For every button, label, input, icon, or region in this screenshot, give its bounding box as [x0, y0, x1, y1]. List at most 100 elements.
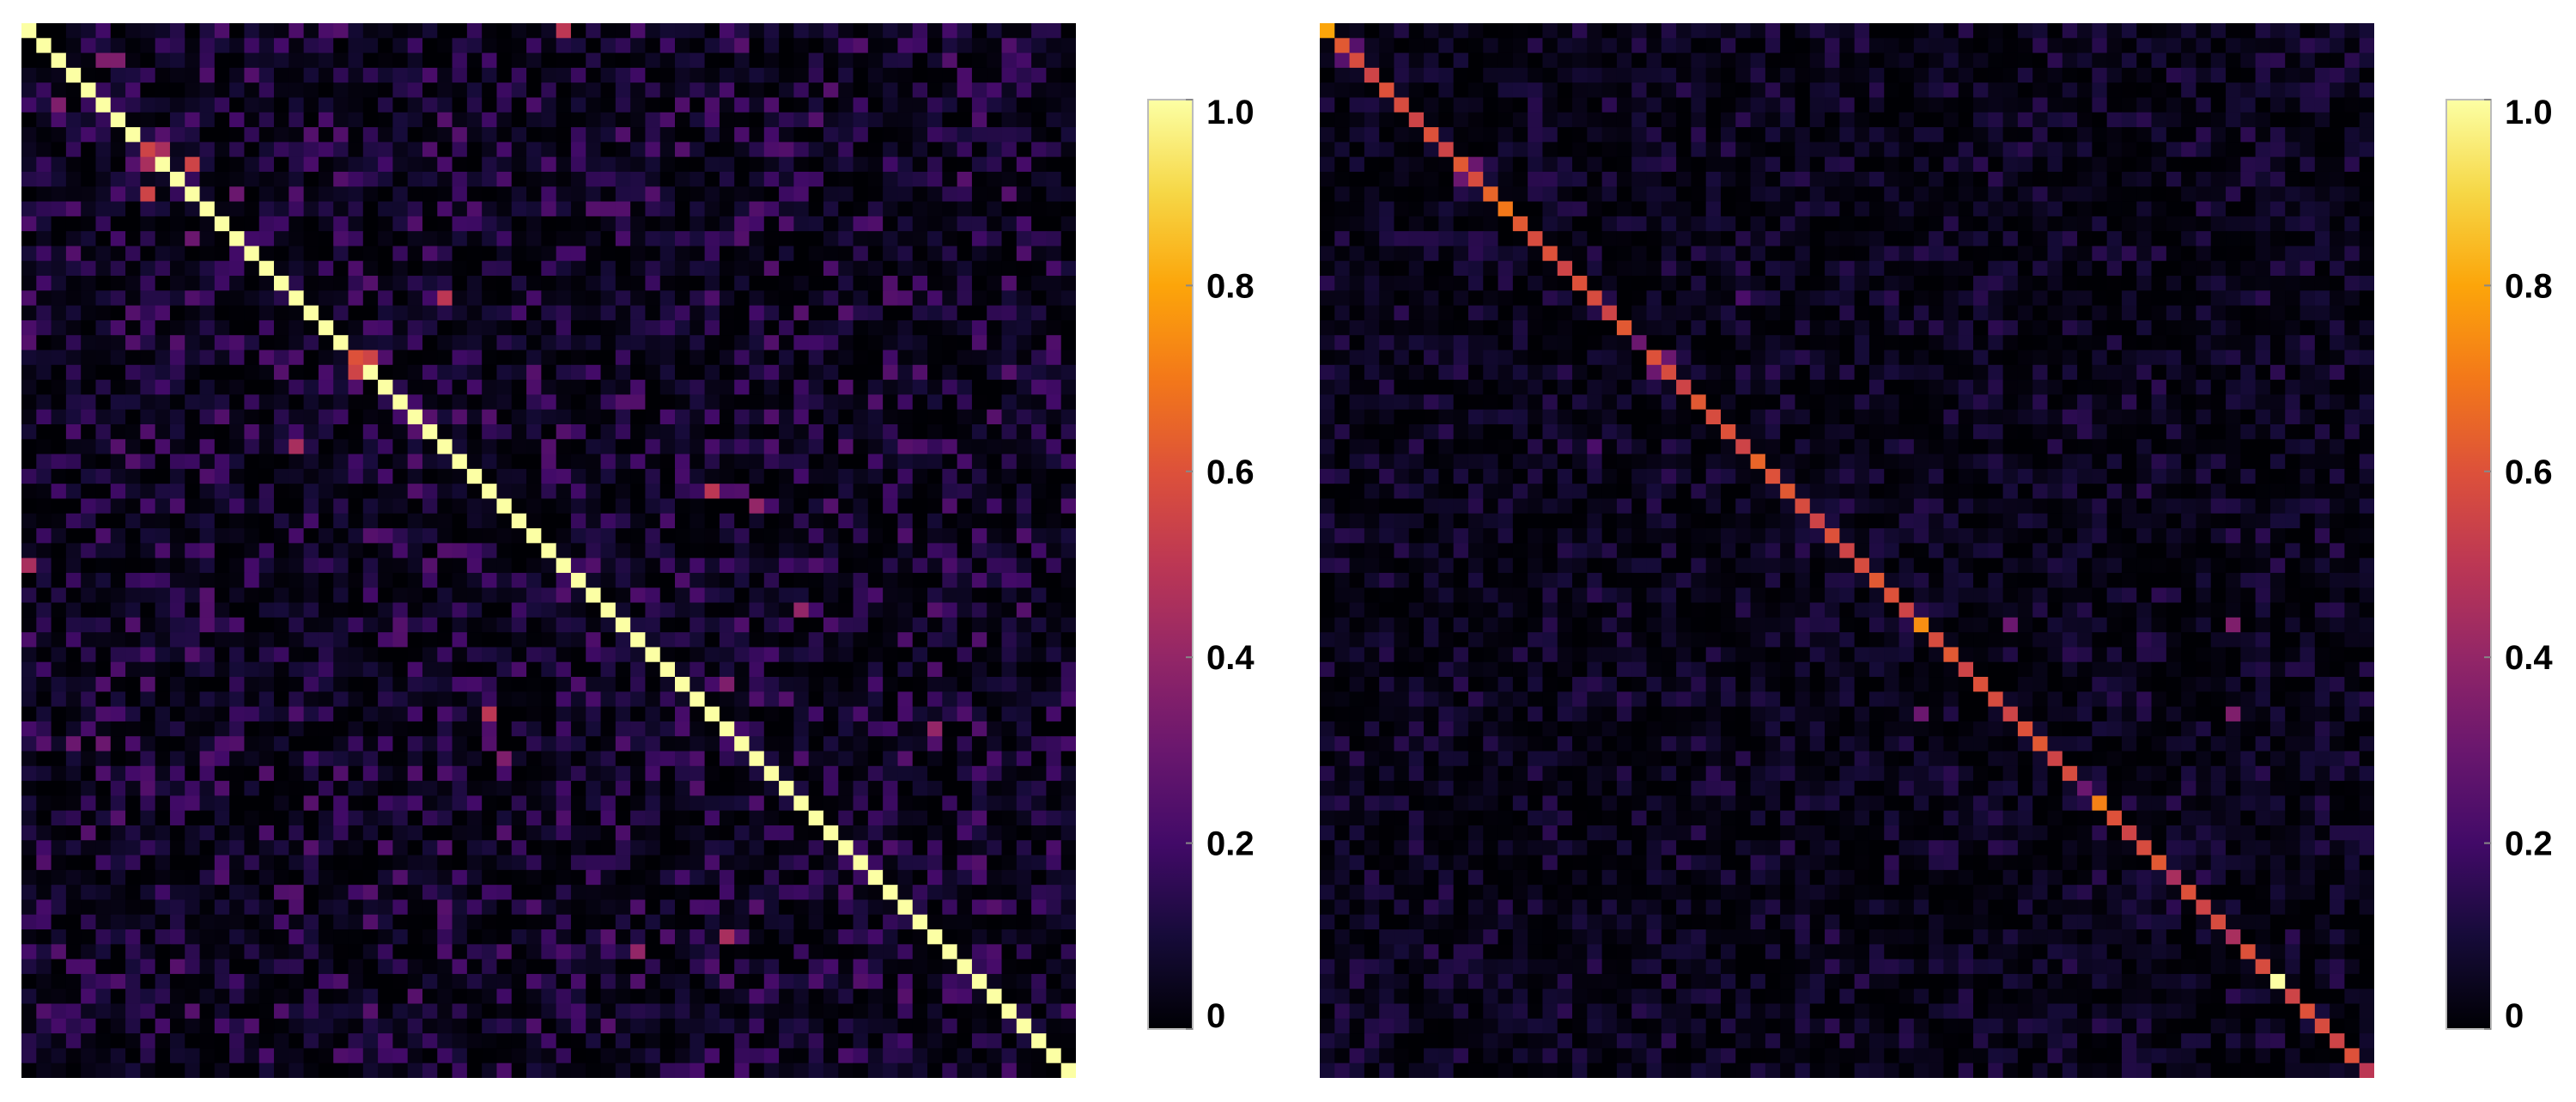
heatmap-cell — [927, 721, 943, 737]
heatmap-cell — [1016, 350, 1032, 366]
heatmap-cell — [362, 557, 379, 574]
heatmap-cell — [318, 706, 334, 722]
heatmap-cell — [318, 647, 334, 663]
heatmap-cell — [362, 394, 379, 411]
heatmap-cell — [466, 736, 483, 752]
heatmap-cell — [630, 706, 647, 722]
heatmap-cell — [155, 201, 171, 217]
heatmap-cell — [734, 661, 750, 678]
heatmap-cell — [659, 647, 676, 663]
heatmap-cell — [155, 409, 171, 425]
heatmap-cell — [229, 959, 246, 975]
heatmap-cell — [1016, 231, 1032, 247]
heatmap-cell — [407, 855, 423, 871]
heatmap-cell — [526, 52, 542, 69]
heatmap-cell — [734, 201, 750, 217]
heatmap-cell — [289, 246, 305, 262]
heatmap-cell — [348, 290, 364, 307]
heatmap-cell — [229, 632, 246, 648]
heatmap-cell — [1001, 1003, 1018, 1020]
heatmap-cell — [140, 944, 156, 960]
heatmap-cell — [140, 885, 156, 901]
heatmap-cell — [570, 855, 586, 871]
heatmap-cell — [570, 914, 586, 930]
heatmap-cell — [21, 112, 37, 128]
heatmap-cell — [169, 52, 185, 69]
heatmap-cell — [185, 765, 201, 782]
heatmap-cell — [853, 661, 869, 678]
heatmap-cell — [838, 290, 854, 307]
heatmap-cell — [1001, 186, 1018, 203]
heatmap-cell — [734, 677, 750, 692]
heatmap-cell — [318, 736, 334, 752]
heatmap-cell — [1060, 350, 1076, 366]
heatmap-cell — [541, 973, 557, 989]
heatmap-cell — [630, 765, 647, 782]
heatmap-cell — [496, 201, 513, 217]
heatmap-cell — [51, 617, 67, 633]
heatmap-cell — [749, 1003, 765, 1020]
heatmap-cell — [779, 409, 794, 425]
heatmap-cell — [838, 127, 854, 143]
heatmap-cell — [630, 899, 647, 916]
heatmap-cell — [496, 632, 513, 648]
heatmap-cell — [615, 840, 631, 856]
heatmap-cell — [229, 142, 246, 158]
heatmap-cell — [630, 869, 647, 886]
heatmap-cell — [838, 23, 854, 39]
heatmap-cell — [437, 795, 453, 812]
heatmap-cell — [1016, 781, 1032, 796]
heatmap-cell — [586, 706, 602, 722]
heatmap-cell — [392, 216, 409, 232]
heatmap-cell — [289, 677, 305, 692]
heatmap-cell — [199, 171, 216, 187]
heatmap-cell — [65, 617, 82, 633]
heatmap-cell — [258, 52, 275, 69]
heatmap-cell — [244, 543, 260, 559]
heatmap-cell — [482, 350, 498, 366]
heatmap-cell — [511, 899, 527, 916]
heatmap-cell — [511, 350, 527, 366]
heatmap-cell — [199, 677, 216, 692]
heatmap-cell — [125, 52, 141, 69]
heatmap-cell — [65, 439, 82, 455]
heatmap-cell — [541, 869, 557, 886]
heatmap-cell — [630, 959, 647, 975]
heatmap-cell — [749, 1018, 765, 1034]
heatmap-cell — [511, 840, 527, 856]
heatmap-cell — [378, 1033, 393, 1050]
heatmap-cell — [110, 944, 126, 960]
heatmap-cell — [155, 944, 171, 960]
heatmap-cell — [526, 246, 542, 262]
left-heatmap — [21, 23, 1076, 1078]
heatmap-cell — [1001, 1033, 1018, 1050]
heatmap-cell — [199, 543, 216, 559]
heatmap-cell — [362, 1062, 379, 1078]
heatmap-cell — [1001, 543, 1018, 559]
heatmap-cell — [21, 885, 37, 901]
heatmap-cell — [808, 231, 824, 247]
heatmap-cell — [957, 409, 973, 425]
heatmap-cell — [615, 588, 631, 604]
heatmap-cell — [496, 468, 513, 484]
heatmap-cell — [155, 127, 171, 143]
heatmap-cell — [600, 825, 617, 841]
heatmap-cell — [1031, 260, 1048, 277]
heatmap-cell — [244, 973, 260, 989]
heatmap-cell — [51, 305, 67, 321]
heatmap-cell — [333, 439, 349, 455]
heatmap-cell — [1046, 350, 1062, 366]
heatmap-cell — [289, 364, 305, 381]
heatmap-cell — [289, 691, 305, 708]
heatmap-cell — [244, 290, 260, 307]
heatmap-cell — [526, 468, 542, 484]
heatmap-cell — [897, 156, 914, 173]
heatmap-cell — [793, 171, 810, 187]
heatmap-cell — [853, 885, 869, 901]
heatmap-cell — [65, 1003, 82, 1020]
heatmap-cell — [645, 484, 661, 500]
heatmap-cell — [957, 246, 973, 262]
heatmap-cell — [95, 899, 112, 916]
heatmap-cell — [570, 468, 586, 484]
heatmap-cell — [526, 736, 542, 752]
